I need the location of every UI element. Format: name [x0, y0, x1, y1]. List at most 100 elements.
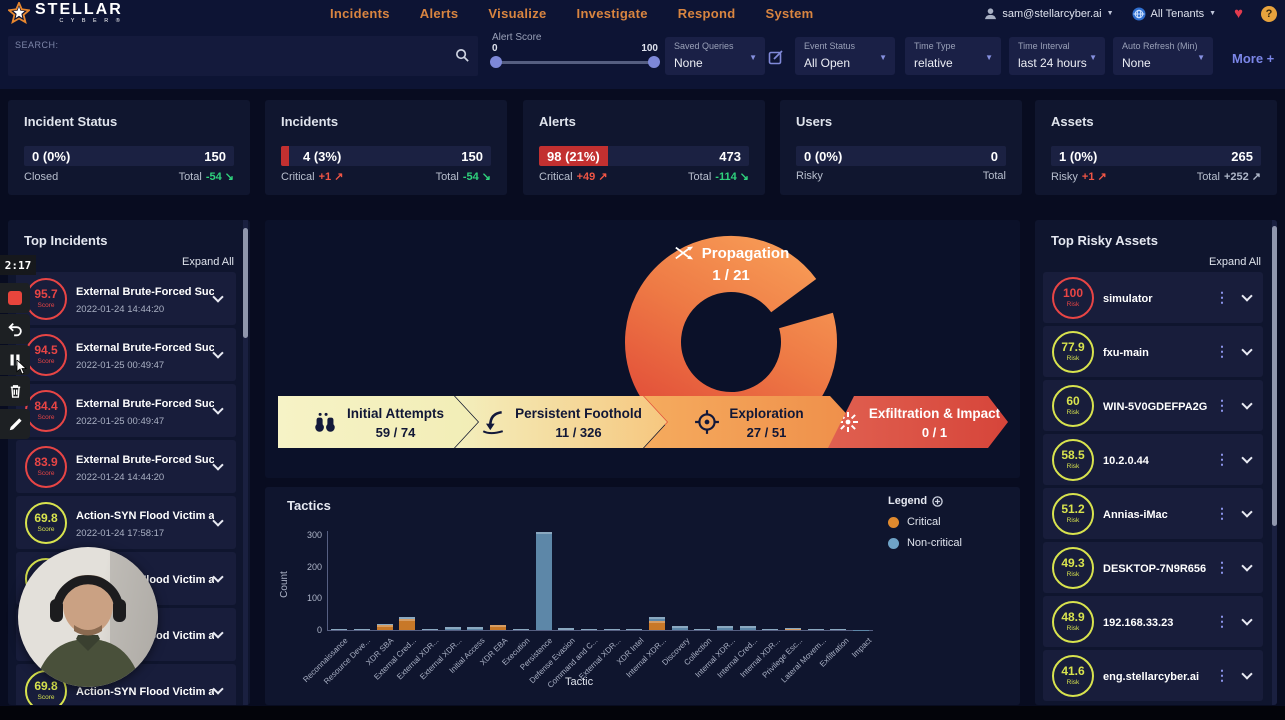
- scrollbar-track[interactable]: [1272, 220, 1277, 705]
- nav-respond[interactable]: Respond: [677, 6, 736, 21]
- draw-annotation-button[interactable]: [0, 409, 30, 439]
- expand-all-link[interactable]: Expand All: [182, 256, 234, 268]
- stellar-cyber-logo[interactable]: STELLAR C Y B E R ®: [8, 2, 123, 25]
- auto-refresh-dropdown[interactable]: Auto Refresh (Min) None ▼: [1113, 37, 1213, 75]
- kebab-menu-icon[interactable]: ⋮: [1215, 451, 1229, 467]
- health-heart-icon[interactable]: ♥: [1234, 5, 1243, 22]
- bar[interactable]: [759, 629, 782, 630]
- stage-initial-attempts[interactable]: Initial Attempts 59 / 74: [278, 396, 478, 448]
- bar[interactable]: [510, 629, 533, 630]
- stage-persistent-foothold[interactable]: Persistent Foothold 11 / 326: [455, 396, 667, 448]
- asset-row[interactable]: 41.6 Risk eng.stellarcyber.ai ⋮: [1043, 650, 1263, 701]
- chevron-down-icon[interactable]: [212, 570, 224, 583]
- scrollbar-thumb[interactable]: [1272, 226, 1277, 526]
- bar[interactable]: [419, 629, 442, 630]
- chevron-down-icon[interactable]: [212, 682, 224, 695]
- search-icon[interactable]: [455, 48, 470, 68]
- asset-row[interactable]: 48.9 Risk 192.168.33.23 ⋮: [1043, 596, 1263, 647]
- alert-score-slider[interactable]: [490, 56, 660, 68]
- nav-system[interactable]: System: [765, 6, 814, 21]
- chevron-down-icon[interactable]: [1241, 397, 1253, 410]
- bar[interactable]: [578, 628, 601, 630]
- time-type-dropdown[interactable]: Time Type relative ▼: [905, 37, 1001, 75]
- chevron-down-icon[interactable]: [212, 458, 224, 471]
- bar[interactable]: [373, 624, 396, 630]
- bar[interactable]: [668, 625, 691, 630]
- kebab-menu-icon[interactable]: ⋮: [1215, 397, 1229, 413]
- bar[interactable]: [782, 628, 805, 630]
- saved-queries-dropdown[interactable]: Saved Queries None ▼: [665, 37, 765, 75]
- delete-recording-button[interactable]: [0, 376, 30, 406]
- chevron-down-icon[interactable]: [212, 514, 224, 527]
- stop-recording-button[interactable]: [0, 283, 30, 313]
- user-menu[interactable]: sam@stellarcyber.ai ▼: [984, 7, 1114, 20]
- kebab-menu-icon[interactable]: ⋮: [1215, 559, 1229, 575]
- webcam-bubble[interactable]: [18, 547, 158, 687]
- bar[interactable]: [555, 628, 578, 630]
- bar[interactable]: [646, 617, 669, 630]
- expand-all-link[interactable]: Expand All: [1209, 256, 1261, 268]
- kebab-menu-icon[interactable]: ⋮: [1215, 343, 1229, 359]
- nav-investigate[interactable]: Investigate: [576, 6, 648, 21]
- incident-row[interactable]: 69.8 Score Action-SYN Flood Victim at... 2…: [16, 496, 236, 549]
- nav-alerts[interactable]: Alerts: [419, 6, 459, 21]
- chevron-down-icon[interactable]: [1241, 343, 1253, 356]
- bar[interactable]: [804, 628, 827, 630]
- nav-visualize[interactable]: Visualize: [488, 6, 547, 21]
- tenant-menu[interactable]: All Tenants ▼: [1132, 7, 1216, 21]
- kebab-menu-icon[interactable]: ⋮: [1215, 667, 1229, 683]
- chevron-down-icon[interactable]: [1241, 613, 1253, 626]
- stage-exploration[interactable]: Exploration 27 / 51: [644, 396, 854, 448]
- kebab-menu-icon[interactable]: ⋮: [1215, 505, 1229, 521]
- pause-recording-button[interactable]: [0, 345, 30, 375]
- bar[interactable]: [600, 629, 623, 630]
- legend-toggle[interactable]: Legend: [888, 495, 962, 507]
- chevron-down-icon[interactable]: [1241, 451, 1253, 464]
- bar[interactable]: [623, 629, 646, 630]
- kebab-menu-icon[interactable]: ⋮: [1215, 289, 1229, 305]
- kebab-menu-icon[interactable]: ⋮: [1215, 613, 1229, 629]
- event-status-dropdown[interactable]: Event Status All Open ▼: [795, 37, 895, 75]
- help-icon[interactable]: ?: [1261, 5, 1277, 22]
- scrollbar-thumb[interactable]: [243, 228, 248, 338]
- chevron-down-icon[interactable]: [212, 290, 224, 303]
- edit-query-icon[interactable]: [768, 49, 784, 70]
- asset-row[interactable]: 60 Risk WIN-5V0GDEFPA2G ⋮: [1043, 380, 1263, 431]
- bar[interactable]: [441, 626, 464, 630]
- bar[interactable]: [328, 629, 351, 630]
- asset-row[interactable]: 49.3 Risk DESKTOP-7N9R656 ⋮: [1043, 542, 1263, 593]
- bar[interactable]: [351, 629, 374, 630]
- nav-incidents[interactable]: Incidents: [330, 6, 390, 21]
- scrollbar-track[interactable]: [243, 220, 248, 705]
- chevron-down-icon[interactable]: [212, 346, 224, 359]
- bar[interactable]: [532, 531, 555, 630]
- bar[interactable]: [714, 626, 737, 630]
- bar[interactable]: [487, 624, 510, 630]
- chevron-down-icon[interactable]: [1241, 505, 1253, 518]
- bar[interactable]: [827, 629, 850, 630]
- chevron-down-icon[interactable]: [1241, 289, 1253, 302]
- time-interval-dropdown[interactable]: Time Interval last 24 hours ▼: [1009, 37, 1105, 75]
- restart-recording-button[interactable]: [0, 314, 30, 344]
- stage-exfiltration-impact[interactable]: Exfiltration & Impact 0 / 1: [828, 396, 1008, 448]
- bar[interactable]: [691, 629, 714, 630]
- chevron-down-icon[interactable]: [1241, 667, 1253, 680]
- more-filters-link[interactable]: More +: [1232, 51, 1275, 66]
- slider-handle-min[interactable]: [490, 56, 502, 68]
- slider-handle-max[interactable]: [648, 56, 660, 68]
- asset-row[interactable]: 51.2 Risk Annias-iMac ⋮: [1043, 488, 1263, 539]
- bar[interactable]: [736, 626, 759, 630]
- asset-row[interactable]: 77.9 Risk fxu-main ⋮: [1043, 326, 1263, 377]
- search-input[interactable]: [14, 52, 444, 72]
- asset-row[interactable]: 58.5 Risk 10.2.0.44 ⋮: [1043, 434, 1263, 485]
- chevron-down-icon[interactable]: [212, 626, 224, 639]
- chevron-down-icon[interactable]: [212, 402, 224, 415]
- asset-row[interactable]: 100 Risk simulator ⋮: [1043, 272, 1263, 323]
- chevron-down-icon[interactable]: [1241, 559, 1253, 572]
- bar[interactable]: [464, 627, 487, 630]
- bar[interactable]: [396, 617, 419, 630]
